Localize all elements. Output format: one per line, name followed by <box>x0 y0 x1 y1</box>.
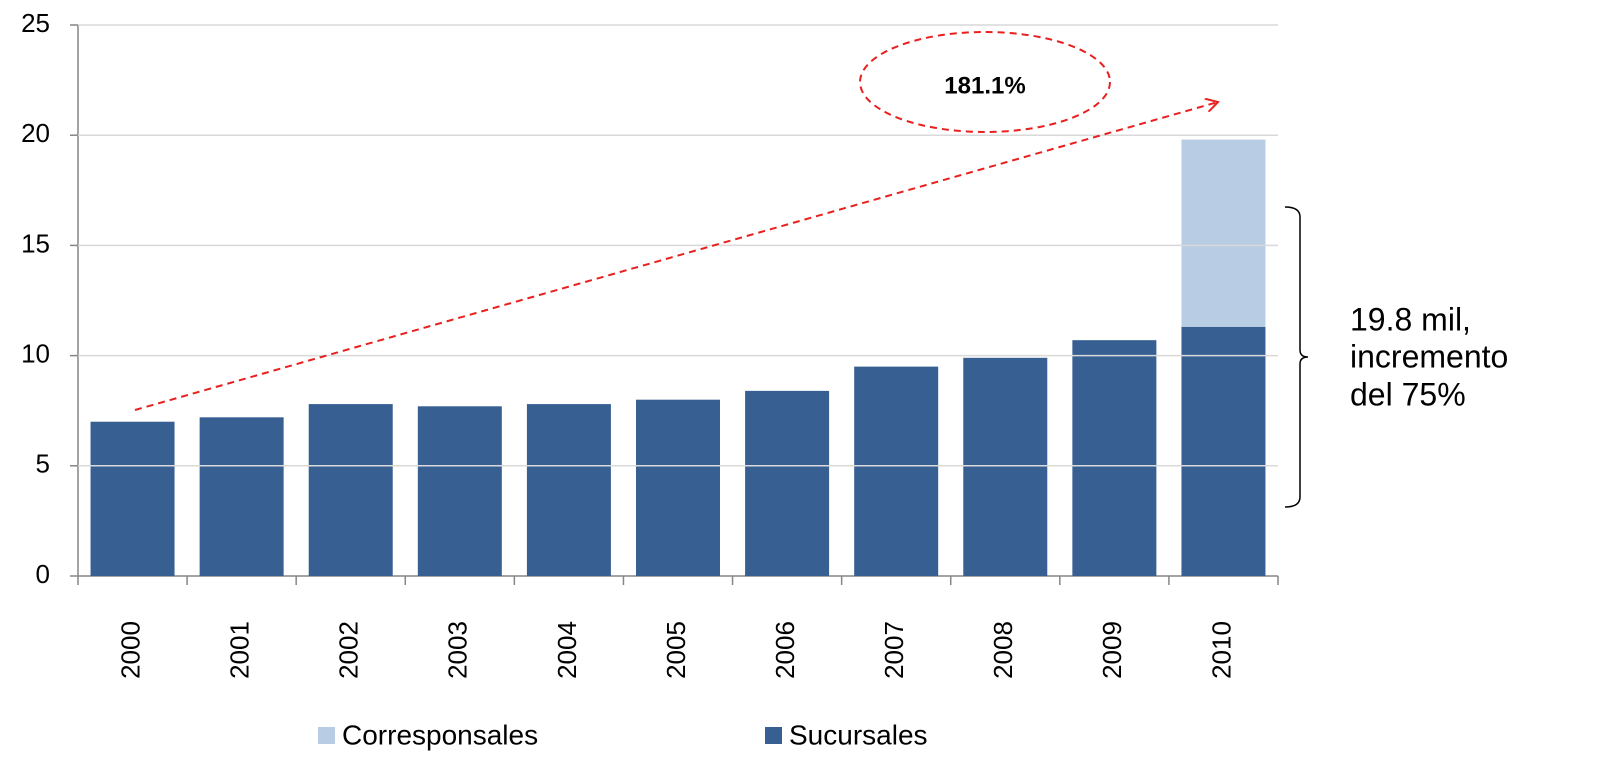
legend-swatch <box>765 727 782 744</box>
growth-label: 181.1% <box>944 72 1025 99</box>
bracket <box>1284 206 1309 508</box>
x-tick-label: 2004 <box>552 621 582 679</box>
y-tick-label: 15 <box>21 228 50 258</box>
bar-segment <box>417 406 502 576</box>
growth-ellipse <box>859 31 1111 133</box>
bracket-label: 19.8 mil, <box>1350 301 1471 337</box>
bar-segment <box>636 399 720 576</box>
x-tick-label: 2001 <box>225 621 255 679</box>
growth-arrow <box>134 102 1218 411</box>
bar-segment <box>1181 326 1266 576</box>
bar-segment <box>199 417 284 576</box>
legend-label: Sucursales <box>789 719 928 750</box>
x-tick-label: 2008 <box>988 621 1018 679</box>
y-tick-label: 5 <box>36 449 50 479</box>
y-tick-label: 0 <box>36 559 50 589</box>
x-tick-label: 2005 <box>661 621 691 679</box>
bar-segment <box>90 421 175 576</box>
x-tick-label: 2003 <box>443 621 473 679</box>
bracket-label: del 75% <box>1350 376 1466 412</box>
bar-segment <box>745 390 830 576</box>
legend-label: Corresponsales <box>342 719 538 750</box>
bar-segment <box>308 404 393 576</box>
legend-swatch <box>318 727 335 744</box>
bracket-label: incremento <box>1350 338 1508 374</box>
x-tick-label: 2010 <box>1206 621 1236 679</box>
x-tick-label: 2007 <box>879 621 909 679</box>
bar-segment <box>526 404 611 576</box>
bar-segment <box>1072 340 1157 576</box>
y-tick-label: 20 <box>21 118 50 148</box>
y-tick-label: 25 <box>21 8 50 38</box>
bar-segment <box>854 366 939 576</box>
x-tick-label: 2002 <box>334 621 364 679</box>
y-tick-label: 10 <box>21 338 50 368</box>
x-tick-label: 2000 <box>115 621 145 679</box>
bar-segment <box>1181 139 1266 327</box>
bar-segment <box>963 357 1048 576</box>
x-tick-label: 2006 <box>770 621 800 679</box>
x-tick-label: 2009 <box>1097 621 1127 679</box>
